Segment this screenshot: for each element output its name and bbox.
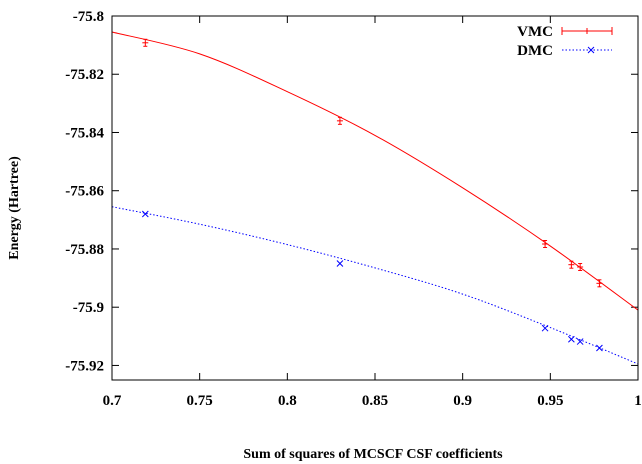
series-line-vmc: [111, 31, 639, 311]
data-point-vmc: [577, 263, 584, 272]
x-tick-label: 0.7: [103, 393, 122, 409]
y-tick-label: -75.84: [65, 125, 104, 141]
series-markers: [141, 38, 603, 352]
data-point-dmc: [541, 324, 549, 332]
x-axis-label: Sum of squares of MCSCF CSF coefficients: [243, 447, 503, 462]
x-tick-label: 0.85: [362, 393, 388, 409]
x-tick-label: 0.9: [453, 393, 472, 409]
y-tick-label: -75.9: [73, 300, 104, 316]
data-point-dmc: [596, 344, 603, 352]
data-point-dmc: [336, 260, 344, 267]
tick-labels: 0.7 0.75 0.8 0.85 0.9 0.95 1 -75.92 -75.9 -75.88 -…: [65, 9, 642, 409]
legend-label-vmc: VMC: [517, 24, 553, 40]
x-tick-label: 0.75: [187, 393, 213, 409]
y-tick-label: -75.86: [65, 184, 104, 200]
data-point-dmc: [568, 335, 575, 343]
data-point-vmc: [142, 38, 149, 47]
legend-marker-vmc: [584, 28, 590, 34]
data-point-vmc: [596, 279, 603, 288]
legend-label-dmc: DMC: [517, 43, 553, 59]
legend-marker-dmc: [587, 46, 595, 54]
marker-diag-b: [568, 335, 575, 343]
series-line-dmc: [111, 206, 639, 365]
marker-diag-b: [141, 210, 149, 218]
marker-diag-b: [541, 324, 549, 332]
y-axis-label: Energy (Hartree): [7, 156, 22, 260]
axis-ticks: [111, 15, 639, 380]
y-tick-label: -75.92: [65, 358, 104, 374]
data-point-vmc: [336, 116, 343, 125]
data-point-dmc: [141, 210, 149, 218]
x-tick-label: 0.95: [537, 393, 563, 409]
data-point-vmc: [568, 260, 575, 269]
x-tick-label: 0.8: [278, 393, 297, 409]
series-curves: [111, 31, 639, 365]
marker-diag-b: [336, 260, 344, 267]
y-tick-label: -75.8: [73, 9, 104, 25]
data-point-vmc: [542, 240, 549, 249]
plot-frame: [111, 15, 639, 381]
marker-diag-b: [596, 344, 603, 352]
y-tick-label: -75.88: [65, 242, 104, 258]
data-point-dmc: [576, 338, 584, 345]
x-tick-label: 1: [634, 393, 642, 409]
marker-diag-b: [576, 338, 584, 345]
y-tick-label: -75.82: [65, 67, 104, 83]
legend: VMC DMC: [517, 24, 613, 59]
